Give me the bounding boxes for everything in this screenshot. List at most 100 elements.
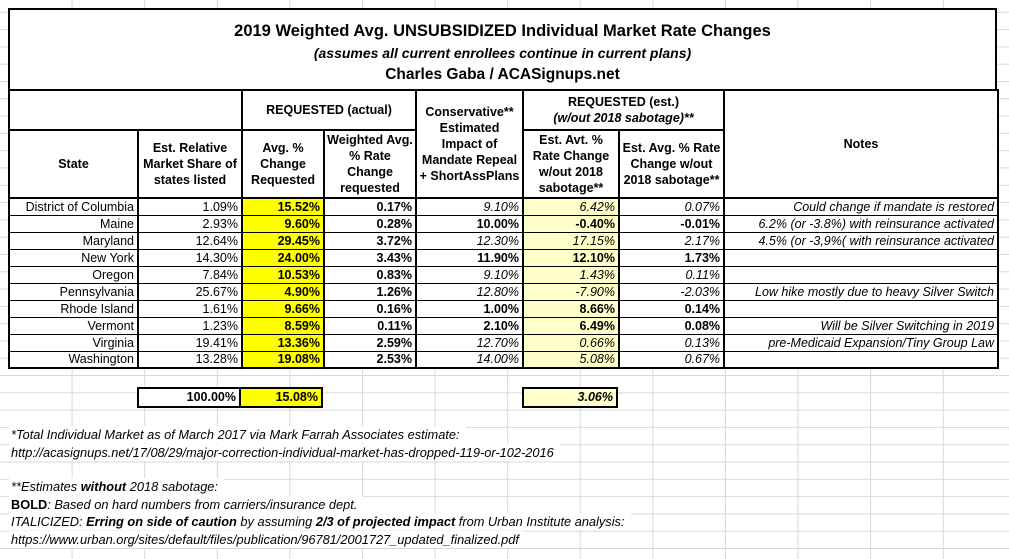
cell-conservative-impact[interactable]: 12.30% [415, 231, 524, 250]
cell-conservative-impact[interactable]: 12.80% [415, 282, 524, 301]
cell-conservative-impact[interactable]: 9.10% [415, 265, 524, 284]
header-est-avt-rate[interactable]: Est. Avt. % Rate Change w/out 2018 sabot… [522, 129, 620, 199]
cell-avg-change-requested[interactable]: 19.08% [241, 350, 325, 369]
cell-conservative-impact[interactable]: 14.00% [415, 350, 524, 369]
cell-state[interactable]: Virginia [8, 333, 139, 352]
header-requested-actual[interactable]: REQUESTED (actual) [241, 89, 417, 131]
cell-notes[interactable]: 4.5% (or -3,9%( with reinsurance activat… [723, 231, 1000, 250]
cell-state[interactable]: New York [8, 248, 139, 267]
cell-state[interactable]: Rhode Island [8, 299, 139, 318]
table-row: Rhode Island 1.61% 9.66% 0.16% 1.00% 8.6… [8, 299, 1000, 318]
cell-notes[interactable]: Could change if mandate is restored [723, 197, 1000, 216]
cell-weighted-avg[interactable]: 0.16% [323, 299, 417, 318]
cell-est-avg-rate[interactable]: 0.14% [617, 299, 726, 318]
cell-notes[interactable]: 6.2% (or -3.8%) with reinsurance activat… [723, 214, 1000, 233]
cell-notes[interactable]: Will be Silver Switching in 2019 [723, 316, 1000, 335]
cell-market-share[interactable]: 13.28% [137, 350, 243, 369]
cell-est-avg-rate[interactable]: 0.08% [617, 316, 726, 335]
cell-notes[interactable] [723, 350, 1000, 369]
header-est-avg-rate[interactable]: Est. Avg. % Rate Change w/out 2018 sabot… [617, 129, 726, 199]
header-notes[interactable]: Notes [723, 89, 1000, 199]
cell-est-avt-rate[interactable]: -7.90% [522, 282, 620, 301]
cell-est-avg-rate[interactable]: 0.07% [617, 197, 726, 216]
cell-market-share[interactable]: 25.67% [137, 282, 243, 301]
cell-est-avt-rate[interactable]: 8.66% [522, 299, 620, 318]
cell-weighted-avg[interactable]: 1.26% [323, 282, 417, 301]
cell-weighted-avg[interactable]: 0.28% [323, 214, 417, 233]
title-block: 2019 Weighted Avg. UNSUBSIDIZED Individu… [8, 8, 997, 91]
cell-weighted-avg[interactable]: 0.17% [323, 197, 417, 216]
cell-est-avt-rate[interactable]: 6.42% [522, 197, 620, 216]
cell-state[interactable]: Maryland [8, 231, 139, 250]
cell-avg-change-requested[interactable]: 24.00% [241, 248, 325, 267]
cell-market-share[interactable]: 14.30% [137, 248, 243, 267]
cell-est-avg-rate[interactable]: 2.17% [617, 231, 726, 250]
cell-conservative-impact[interactable]: 9.10% [415, 197, 524, 216]
cell-market-share[interactable]: 2.93% [137, 214, 243, 233]
cell-avg-change-requested[interactable]: 13.36% [241, 333, 325, 352]
cell-est-avt-rate[interactable]: 17.15% [522, 231, 620, 250]
cell-avg-change-requested[interactable]: 4.90% [241, 282, 325, 301]
cell-conservative-impact[interactable]: 1.00% [415, 299, 524, 318]
cell-market-share[interactable]: 19.41% [137, 333, 243, 352]
cell-est-avt-rate[interactable]: 6.49% [522, 316, 620, 335]
cell-weighted-avg[interactable]: 2.59% [323, 333, 417, 352]
cell-est-avt-rate[interactable]: 0.66% [522, 333, 620, 352]
cell-est-avg-rate[interactable]: 1.73% [617, 248, 726, 267]
cell-est-avg-rate[interactable]: 0.11% [617, 265, 726, 284]
cell-notes[interactable] [723, 265, 1000, 284]
cell-conservative-impact[interactable]: 2.10% [415, 316, 524, 335]
cell-est-avt-rate[interactable]: 5.08% [522, 350, 620, 369]
cell-avg-change-requested[interactable]: 8.59% [241, 316, 325, 335]
cell-state[interactable]: Maine [8, 214, 139, 233]
total-market-share[interactable]: 100.00% [137, 387, 241, 408]
cell-state[interactable]: Vermont [8, 316, 139, 335]
cell-conservative-impact[interactable]: 11.90% [415, 248, 524, 267]
cell-state[interactable]: District of Columbia [8, 197, 139, 216]
cell-state[interactable]: Oregon [8, 265, 139, 284]
total-avg-change-requested[interactable]: 15.08% [239, 387, 323, 408]
cell-est-avg-rate[interactable]: -2.03% [617, 282, 726, 301]
cell-market-share[interactable]: 1.09% [137, 197, 243, 216]
cell-weighted-avg[interactable]: 0.11% [323, 316, 417, 335]
header-empty-corner[interactable] [8, 89, 243, 131]
cell-est-avt-rate[interactable]: -0.40% [522, 214, 620, 233]
cell-conservative-impact[interactable]: 10.00% [415, 214, 524, 233]
cell-weighted-avg[interactable]: 3.72% [323, 231, 417, 250]
cell-market-share[interactable]: 1.61% [137, 299, 243, 318]
cell-market-share[interactable]: 7.84% [137, 265, 243, 284]
header-market-share[interactable]: Est. Relative Market Share of states lis… [137, 129, 243, 199]
cell-conservative-impact[interactable]: 12.70% [415, 333, 524, 352]
cell-market-share[interactable]: 1.23% [137, 316, 243, 335]
cell-notes[interactable] [723, 299, 1000, 318]
cell-state[interactable]: Washington [8, 350, 139, 369]
table-row: Oregon 7.84% 10.53% 0.83% 9.10% 1.43% 0.… [8, 265, 1000, 284]
header-state[interactable]: State [8, 129, 139, 199]
cell-notes[interactable]: Low hike mostly due to heavy Silver Swit… [723, 282, 1000, 301]
cell-state[interactable]: Pennsylvania [8, 282, 139, 301]
cell-weighted-avg[interactable]: 3.43% [323, 248, 417, 267]
cell-avg-change-requested[interactable]: 15.52% [241, 197, 325, 216]
cell-avg-change-requested[interactable]: 9.66% [241, 299, 325, 318]
header-avg-change-requested[interactable]: Avg. % Change Requested [241, 129, 325, 199]
cell-est-avt-rate[interactable]: 1.43% [522, 265, 620, 284]
total-est-avt-rate[interactable]: 3.06% [522, 387, 618, 408]
cell-avg-change-requested[interactable]: 29.45% [241, 231, 325, 250]
cell-weighted-avg[interactable]: 2.53% [323, 350, 417, 369]
header-weighted-avg[interactable]: Weighted Avg. % Rate Change requested [323, 129, 417, 199]
header-conservative-impact[interactable]: Conservative** Estimated Impact of Manda… [415, 89, 524, 199]
cell-notes[interactable]: pre-Medicaid Expansion/Tiny Group Law [723, 333, 1000, 352]
footnote-acasignups-url[interactable]: http://acasignups.net/17/08/29/major-cor… [9, 443, 560, 461]
cell-market-share[interactable]: 12.64% [137, 231, 243, 250]
cell-est-avg-rate[interactable]: 0.67% [617, 350, 726, 369]
footnote-urban-url[interactable]: https://www.urban.org/sites/default/file… [9, 530, 525, 548]
header-requested-est[interactable]: REQUESTED (est.) (w/out 2018 sabotage)** [521, 89, 726, 131]
cell-est-avt-rate[interactable]: 12.10% [522, 248, 620, 267]
cell-avg-change-requested[interactable]: 10.53% [241, 265, 325, 284]
cell-weighted-avg[interactable]: 0.83% [323, 265, 417, 284]
cell-notes[interactable] [723, 248, 1000, 267]
cell-est-avg-rate[interactable]: 0.13% [617, 333, 726, 352]
cell-est-avg-rate[interactable]: -0.01% [617, 214, 726, 233]
cell-avg-change-requested[interactable]: 9.60% [241, 214, 325, 233]
